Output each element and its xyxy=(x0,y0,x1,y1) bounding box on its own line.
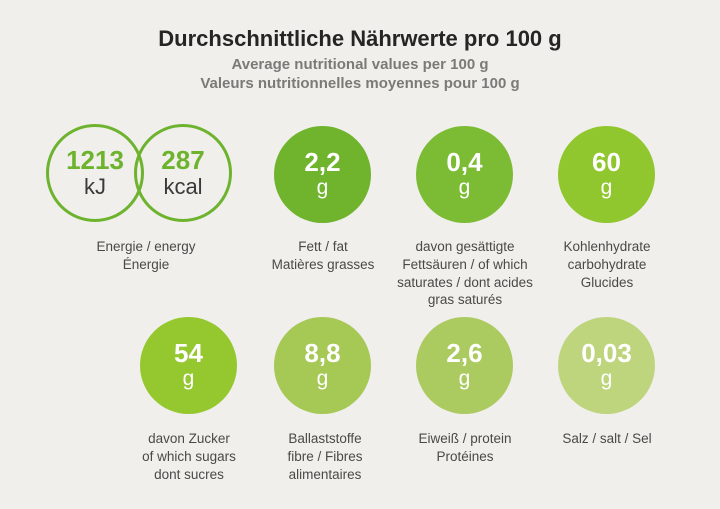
protein-value: 2,6 xyxy=(446,337,483,368)
energy-kcal-value: 287 xyxy=(161,145,205,176)
subtitle-english: Average nutritional values per 100 g xyxy=(231,56,489,73)
nutrient-label-protein: Eiweiß / protein Protéines xyxy=(418,431,512,464)
nutrient-label-fat: Fett / fat Matières grasses xyxy=(271,239,375,272)
nutrient-label-carbohydrate: Kohlenhydrate carbohydrate Glucides xyxy=(563,239,651,290)
energy-kcal-unit: kcal xyxy=(163,173,203,199)
energy-label: Energie / energy Énergie xyxy=(96,239,196,272)
energy-kcal-ring: 287 kcal xyxy=(134,124,232,222)
carbohydrate-unit: g xyxy=(600,176,613,200)
salt-unit: g xyxy=(600,367,613,391)
nutrient-label-saturates: davon gesättigte Fettsäuren / of which s… xyxy=(397,239,533,308)
protein-unit: g xyxy=(458,367,471,391)
nutrient-circle-fibre: 8,8 g xyxy=(274,317,371,414)
fat-value: 2,2 xyxy=(304,146,341,177)
nutrient-circle-fat: 2,2 g xyxy=(274,126,371,223)
nutrient-label-fibre: Ballaststoffe fibre / Fibres alimentaire… xyxy=(287,431,363,482)
energy-kj-ring: 1213 kJ xyxy=(46,124,144,222)
subtitle-french: Valeurs nutritionnelles moyennes pour 10… xyxy=(200,75,520,92)
nutrient-label-sugars: davon Zucker of which sugars dont sucres xyxy=(142,431,236,482)
sugars-unit: g xyxy=(182,367,195,391)
nutrient-circle-salt: 0,03 g xyxy=(558,317,655,414)
nutrient-circle-protein: 2,6 g xyxy=(416,317,513,414)
fibre-unit: g xyxy=(316,367,329,391)
nutrient-circle-sugars: 54 g xyxy=(140,317,237,414)
nutrient-circle-carbohydrate: 60 g xyxy=(558,126,655,223)
fibre-value: 8,8 xyxy=(304,337,341,368)
saturates-value: 0,4 xyxy=(446,146,483,177)
nutrient-label-salt: Salz / salt / Sel xyxy=(562,431,652,446)
salt-value: 0,03 xyxy=(581,337,632,368)
energy-kj-value: 1213 xyxy=(66,145,124,176)
energy-kj-unit: kJ xyxy=(84,173,106,199)
fat-unit: g xyxy=(316,176,329,200)
saturates-unit: g xyxy=(458,176,471,200)
page-title: Durchschnittliche Nährwerte pro 100 g xyxy=(158,26,562,51)
carbohydrate-value: 60 xyxy=(592,146,621,177)
nutrient-circle-saturates: 0,4 g xyxy=(416,126,513,223)
sugars-value: 54 xyxy=(174,337,203,368)
